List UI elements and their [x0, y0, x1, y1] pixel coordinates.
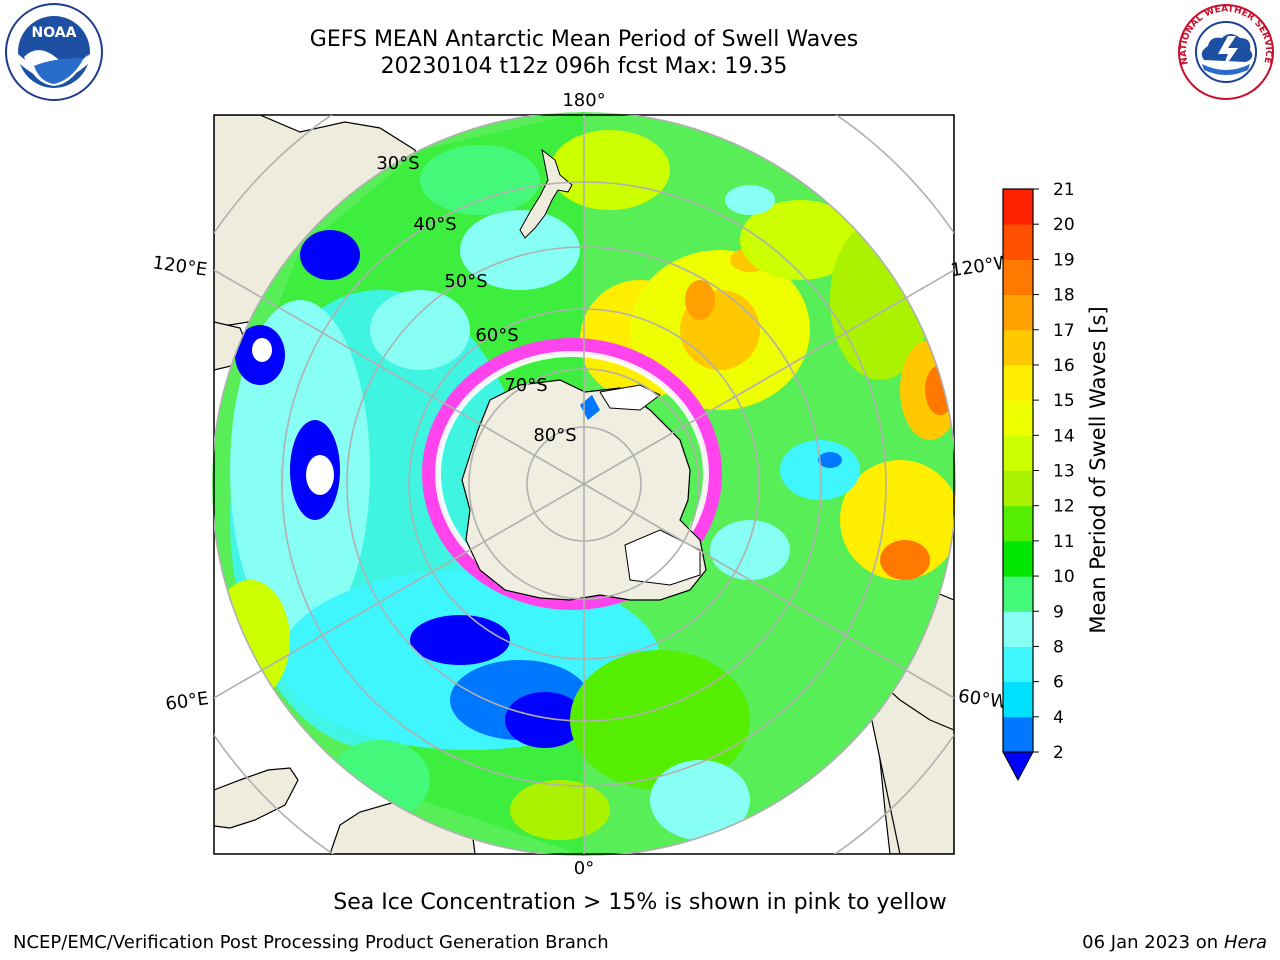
noaa-logo: NOAA: [5, 3, 103, 101]
colorbar-swatch: [1003, 716, 1033, 753]
graticule: [214, 115, 954, 854]
colorbar-tick-label: 17: [1053, 321, 1075, 341]
lon-label-0: 0°: [574, 858, 594, 879]
colorbar-swatch: [1003, 576, 1033, 612]
lon-label-180: 180°: [562, 90, 605, 111]
colorbar-tick-label: 8: [1053, 637, 1064, 657]
lat-label-70s: 70°S: [504, 375, 547, 396]
colorbar-swatch: [1003, 189, 1033, 225]
lat-label-80s: 80°S: [533, 425, 576, 446]
colorbar-swatch: [1003, 400, 1033, 436]
colorbar-swatch: [1003, 505, 1033, 542]
colorbar-tick-label: 11: [1053, 532, 1075, 552]
colorbar-tick-label: 10: [1053, 567, 1075, 587]
colorbar-swatch: [1003, 364, 1033, 401]
lat-label-30s: 30°S: [376, 153, 419, 174]
colorbar-tick-label: 20: [1053, 215, 1075, 235]
colorbar-swatch: [1003, 681, 1033, 718]
colorbar-tick-label: 21: [1053, 180, 1075, 200]
colorbar-tick-label: 18: [1053, 286, 1075, 306]
colorbar-tick-label: 9: [1053, 602, 1064, 622]
colorbar-title: Mean Period of Swell Waves [s]: [1086, 306, 1110, 633]
colorbar-tick-label: 16: [1053, 356, 1075, 376]
colorbar-swatch: [1003, 611, 1033, 647]
colorbar-swatch: [1003, 329, 1033, 366]
colorbar-swatch: [1003, 540, 1033, 577]
colorbar-swatch: [1003, 470, 1033, 507]
colorbar-tick-label: 14: [1053, 426, 1075, 446]
chart-title: GEFS MEAN Antarctic Mean Period of Swell…: [309, 27, 859, 52]
chart-subtitle: 20230104 t12z 096h fcst Max: 19.35: [380, 54, 788, 79]
colorbar-tick-label: 6: [1053, 673, 1064, 693]
colorbar-tick-label: 2: [1053, 743, 1064, 763]
lat-label-60s: 60°S: [475, 325, 518, 346]
colorbar-swatch: [1003, 646, 1033, 683]
footer-date-text: 06 Jan 2023 on: [1082, 932, 1224, 953]
colorbar-tick-label: 15: [1053, 391, 1075, 411]
colorbar-swatch: [1003, 259, 1033, 296]
colorbar-under-arrow: [1002, 751, 1034, 782]
footer-host: Hera: [1223, 932, 1267, 953]
colorbar-swatch: [1003, 224, 1033, 260]
noaa-logo-text: NOAA: [32, 25, 77, 41]
sea-ice-caption: Sea Ice Concentration > 15% is shown in …: [333, 890, 947, 915]
nws-logo: NATIONAL WEATHER SERVICE: [1178, 4, 1274, 100]
footer-credit: NCEP/EMC/Verification Post Processing Pr…: [13, 932, 609, 953]
colorbar-tick-label: 4: [1053, 708, 1064, 728]
lat-label-50s: 50°S: [444, 271, 487, 292]
colorbar-tick-label: 12: [1053, 497, 1075, 517]
colorbar-tick-label: 19: [1053, 250, 1075, 270]
colorbar-swatch: [1003, 294, 1033, 331]
footer-date: 06 Jan 2023 on Hera: [1082, 932, 1267, 953]
colorbar-tick-label: 13: [1053, 462, 1075, 482]
colorbar-swatch: [1003, 435, 1033, 471]
lat-label-40s: 40°S: [413, 214, 456, 235]
